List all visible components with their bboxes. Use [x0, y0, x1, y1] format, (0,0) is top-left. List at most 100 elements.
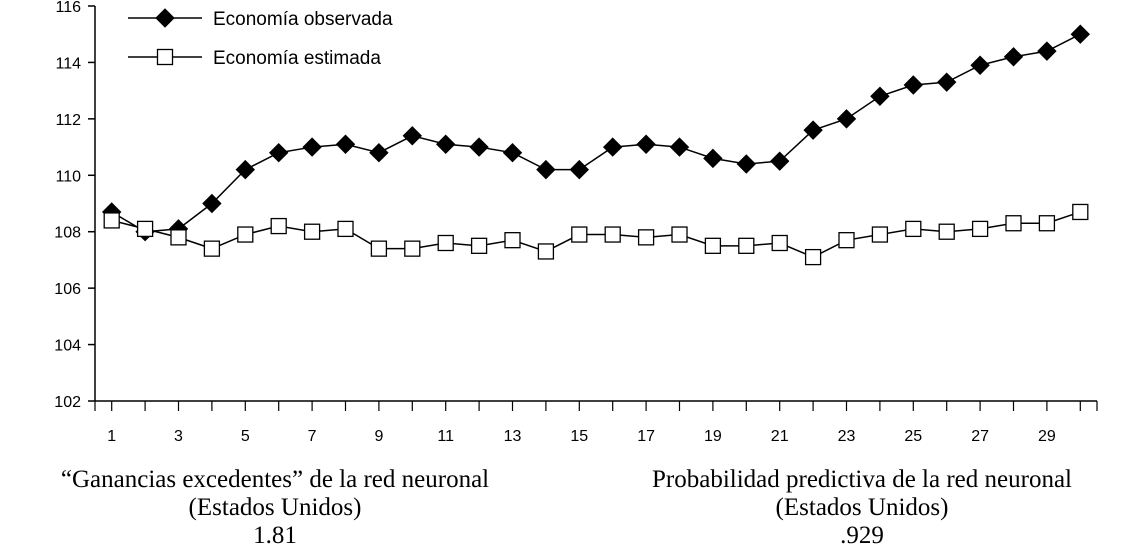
x-tick-label: 13 [504, 428, 522, 445]
caption-right-title: Probabilidad predictiva de la red neuron… [652, 466, 1072, 493]
data-point-diamond [1003, 47, 1024, 67]
data-point-square [971, 220, 989, 238]
caption-left-value: 1.81 [253, 522, 297, 549]
data-point-diamond [936, 72, 957, 92]
y-tick-label: 106 [54, 281, 81, 298]
data-point-square [470, 237, 488, 254]
y-tick-label: 112 [55, 112, 81, 129]
data-point-diamond [636, 134, 656, 154]
x-tick-label: 3 [174, 428, 183, 445]
data-point-diamond [202, 193, 222, 214]
data-point-square [938, 223, 955, 240]
x-tick-label: 27 [971, 428, 989, 445]
data-point-diamond [703, 148, 723, 169]
legend-item-1: Economía observada [128, 8, 393, 30]
data-point-square [303, 223, 321, 240]
chart-series [101, 24, 1091, 266]
x-tick-label: 1 [107, 428, 116, 445]
data-point-square [136, 220, 154, 238]
x-tick-label: 5 [241, 428, 250, 445]
data-point-diamond [268, 143, 289, 163]
data-point-square [437, 234, 454, 252]
x-tick-label: 23 [838, 428, 856, 445]
data-point-square [1038, 215, 1056, 232]
series-2 [103, 203, 1089, 266]
data-point-square [771, 234, 788, 252]
x-tick-label: 29 [1038, 428, 1056, 445]
data-point-diamond [1037, 41, 1057, 61]
legend-item-2: Economía estimada [128, 48, 381, 69]
data-point-diamond [402, 126, 423, 146]
series-line [111, 211, 1081, 258]
y-tick-label: 114 [55, 55, 81, 72]
data-point-square [537, 243, 555, 260]
data-point-diamond [870, 86, 890, 106]
data-point-diamond [803, 120, 823, 140]
data-point-square [203, 240, 221, 257]
data-point-diamond [302, 137, 322, 157]
data-point-square [237, 226, 254, 243]
x-tick-label: 9 [374, 428, 383, 445]
chart-legend: Economía observada Economía estimada [128, 8, 393, 69]
data-point-diamond [736, 154, 757, 174]
y-tick-label: 104 [54, 338, 81, 355]
data-point-square [103, 212, 120, 229]
data-point-square [404, 240, 421, 257]
data-point-square [871, 226, 889, 243]
caption-right-subtitle: (Estados Unidos) [775, 494, 949, 521]
data-point-square [504, 232, 521, 249]
data-point-square [604, 226, 621, 243]
x-tick-label: 7 [308, 428, 317, 445]
x-tick-label: 19 [704, 428, 722, 445]
legend-marker-square [156, 48, 174, 66]
data-point-diamond [369, 143, 389, 163]
caption-left-subtitle: (Estados Unidos) [188, 494, 362, 521]
data-point-diamond [235, 159, 256, 180]
data-point-diamond [669, 137, 690, 157]
data-point-square [370, 240, 388, 257]
x-tick-label: 21 [771, 428, 789, 445]
data-point-square [738, 237, 755, 254]
data-point-diamond [769, 151, 790, 171]
data-point-diamond [1070, 24, 1091, 44]
caption-left: “Ganancias excedentes” de la red neurona… [0, 466, 555, 550]
caption-right: Probabilidad predictiva de la red neuron… [582, 466, 1134, 550]
data-point-diamond [602, 137, 623, 157]
data-point-square [571, 226, 588, 243]
data-point-square [637, 229, 655, 246]
data-point-diamond [469, 137, 489, 157]
legend-marker-diamond [155, 8, 175, 28]
data-point-diamond [970, 55, 990, 75]
y-tick-label: 110 [55, 168, 81, 185]
caption-right-value: .929 [840, 522, 884, 549]
x-tick-label: 17 [637, 428, 655, 445]
y-tick-label: 108 [54, 225, 81, 242]
data-point-diamond [569, 159, 590, 180]
data-point-square [704, 237, 722, 254]
x-tick-label: 11 [437, 428, 454, 445]
data-point-square [337, 220, 354, 238]
data-point-square [1072, 203, 1089, 221]
data-point-square [170, 229, 187, 246]
y-tick-label: 116 [55, 0, 81, 16]
data-point-diamond [903, 75, 924, 95]
data-point-diamond [536, 159, 556, 180]
x-tick-label: 15 [570, 428, 588, 445]
data-point-diamond [435, 134, 456, 154]
data-point-diamond [836, 109, 857, 129]
x-tick-label: 25 [904, 428, 922, 445]
legend-label: Economía observada [213, 9, 393, 30]
y-tick-label: 102 [54, 394, 81, 411]
data-point-diamond [335, 134, 356, 154]
data-point-diamond [502, 143, 523, 163]
data-point-square [804, 248, 822, 266]
caption-left-title: “Ganancias excedentes” de la red neurona… [60, 466, 490, 493]
data-point-square [270, 217, 287, 235]
data-point-square [905, 220, 922, 238]
data-point-square [671, 226, 688, 243]
legend-label: Economía estimada [213, 48, 381, 69]
data-point-square [838, 232, 855, 249]
data-point-square [1005, 215, 1022, 232]
